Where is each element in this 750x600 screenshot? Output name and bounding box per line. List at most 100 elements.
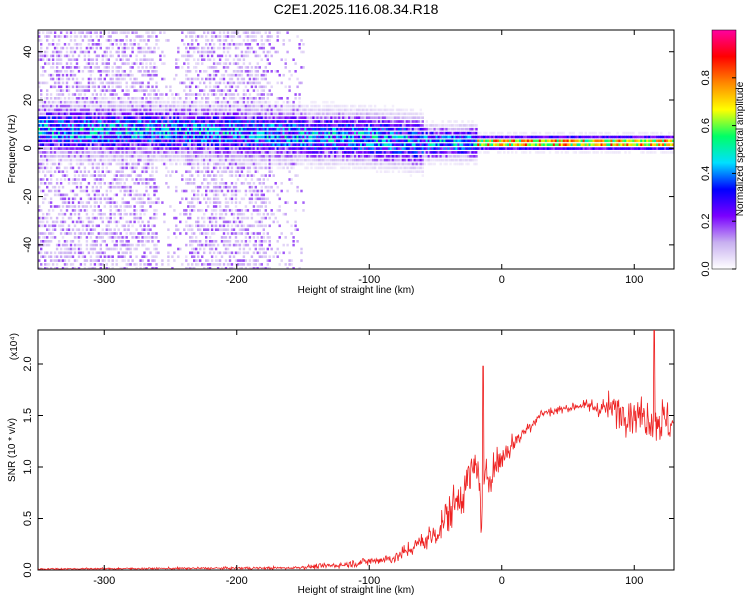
spectrogram-cell [214, 116, 218, 119]
spectrogram-cell [222, 62, 226, 65]
spectrogram-cell [189, 205, 192, 208]
spectrogram-cell [244, 135, 248, 139]
spectrogram-cell [115, 158, 118, 162]
spectrogram-cell [147, 259, 150, 262]
spectrogram-cell [246, 139, 250, 143]
spectrogram-cell [208, 81, 212, 85]
spectrogram-cell [57, 93, 61, 96]
spectrogram-cell [214, 166, 218, 170]
spectrogram-cell [286, 201, 289, 204]
spectrogram-cell [77, 70, 81, 73]
spectrogram-cell [91, 151, 95, 154]
spectrogram-cell [149, 97, 152, 100]
spectrogram-cell [111, 147, 114, 150]
spectrogram-cell [57, 73, 61, 77]
spectrogram-cell [143, 201, 146, 204]
spectrogram-cell [123, 93, 126, 96]
spectrogram-cell [127, 93, 130, 96]
spectrogram-cell [145, 228, 148, 231]
spectrogram-cell [250, 255, 254, 258]
spectrogram-cell [47, 43, 51, 46]
spectrogram-cell [125, 228, 128, 231]
spectrogram-cell [149, 143, 152, 146]
spectrogram-cell [105, 46, 108, 50]
spectrogram-cell [183, 124, 186, 127]
spectrogram-cell [141, 81, 144, 85]
spectrogram-cell [137, 174, 140, 177]
spectrogram-cell [226, 240, 230, 243]
spectrogram-cell [222, 35, 226, 38]
spectrogram-cell [206, 170, 210, 173]
spectrogram-cell [189, 120, 192, 123]
spectrogram-cell [270, 158, 273, 162]
spectrogram-cell [53, 224, 57, 228]
spectrogram-cell [191, 93, 194, 96]
spectrogram-cell [77, 151, 81, 154]
spectrogram-cell [197, 112, 200, 116]
spectrogram-cell [264, 127, 267, 131]
spectrogram-cell [115, 243, 118, 247]
spectrogram-cell [167, 135, 170, 139]
spectrogram-cell [139, 216, 142, 220]
spectrogram-cell [226, 232, 230, 235]
spectrogram-cell [139, 147, 142, 150]
spectrogram-cell [103, 50, 106, 54]
spectrogram-cell [101, 35, 104, 38]
spectrogram-cell [49, 139, 53, 143]
spectrogram-cell [242, 131, 246, 135]
spectrogram-cell [95, 62, 98, 65]
spectrogram-cell [63, 158, 67, 162]
spectrogram-cell [181, 174, 184, 177]
spectrogram-cell [179, 201, 182, 204]
spectrogram-cell [44, 116, 47, 119]
spectrogram-cell [288, 170, 291, 173]
spectrogram-cell [264, 108, 267, 112]
spectrogram-cell [42, 178, 45, 181]
spectrogram-cell [51, 85, 55, 89]
spectrogram-cell [71, 147, 75, 150]
spectrogram-cell [143, 89, 146, 92]
spectrogram-cell [65, 170, 69, 173]
spectrogram-cell [173, 131, 176, 135]
spectrogram-cell [246, 108, 250, 112]
spectrogram-cell [244, 228, 248, 231]
spectrogram-cell [115, 58, 118, 61]
spectrogram-cell [89, 39, 93, 42]
spectrogram-cell [284, 124, 287, 127]
spectrogram-cell [105, 151, 108, 154]
spectrogram-cell [42, 147, 45, 150]
spectrogram-cell [264, 116, 267, 119]
spectrogram-cell [40, 112, 43, 116]
spectrogram-cell [157, 240, 160, 243]
spectrogram-cell [49, 251, 53, 255]
spectrogram-cell [77, 127, 81, 131]
spectrogram-cell [61, 236, 65, 239]
spectrogram-cell [274, 162, 277, 166]
spectrogram-cell [89, 35, 93, 38]
spectrogram-cell [38, 151, 41, 154]
spectrogram-cell [268, 43, 271, 46]
spectrogram-cell [244, 131, 248, 135]
spectrogram-cell [115, 66, 118, 69]
spectrogram-cell [153, 124, 156, 127]
spectrogram-cell [232, 193, 236, 197]
spectrogram-cell [61, 93, 65, 96]
spectrogram-cell [197, 139, 200, 143]
spectrogram-cell [179, 147, 182, 150]
spectrogram-cell [151, 77, 154, 81]
spectrogram-cell [226, 243, 230, 247]
spectrogram-cell [155, 85, 158, 89]
spectrogram-cell [234, 108, 238, 112]
spectrogram-cell [248, 127, 252, 131]
spectrogram-cell [197, 224, 200, 228]
spectrogram-cell [201, 131, 204, 135]
spectrogram-cell [61, 151, 65, 154]
spectrogram-cell [105, 127, 108, 131]
spectrogram-cell [256, 108, 259, 112]
spectrogram-cell [103, 131, 106, 135]
spectrogram-cell [125, 108, 128, 112]
spectrogram-cell [159, 120, 162, 123]
spectrogram-cell [44, 70, 47, 73]
spectrogram-cell [254, 158, 257, 162]
spectrogram-cell [42, 155, 45, 158]
